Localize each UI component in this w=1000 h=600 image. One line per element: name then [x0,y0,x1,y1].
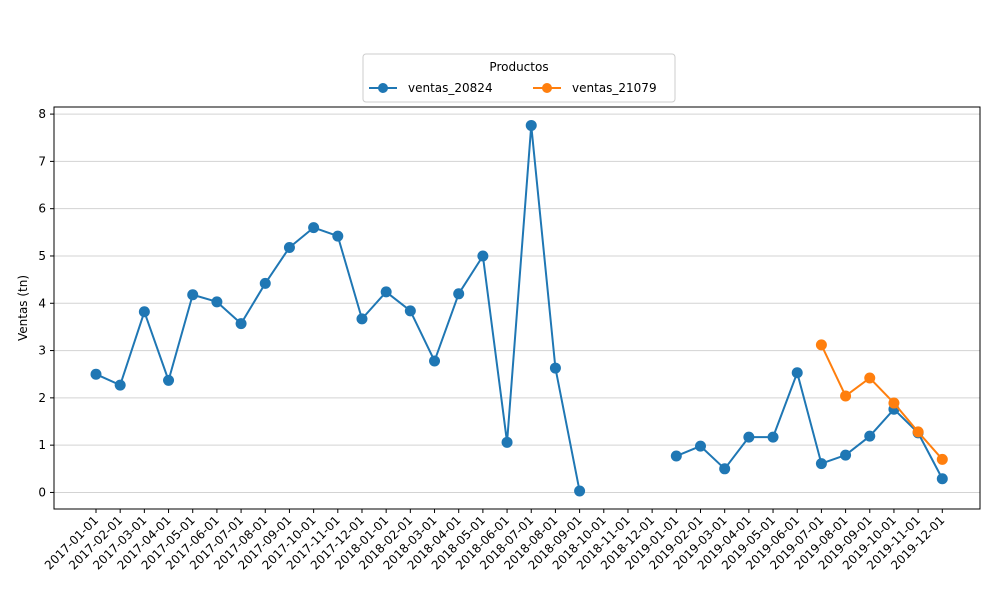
data-point-ventas-21079 [840,390,852,402]
data-point-ventas-20824 [549,362,561,374]
plot-area-frame [53,106,981,510]
data-point-ventas-21079 [815,339,827,351]
series-line-ventas-20824 [675,371,944,480]
data-point-ventas-20824 [719,463,731,475]
data-point-ventas-20824 [187,289,199,301]
y-tick-label: 2 [38,391,46,405]
data-point-ventas-20824 [695,440,706,452]
legend: Productos ventas_20824 ventas_21079 [362,53,676,103]
data-point-ventas-20824 [791,367,803,379]
data-point-ventas-20824 [380,286,392,298]
data-point-ventas-20824 [138,306,150,318]
y-tick-label: 4 [38,296,46,310]
data-point-ventas-20824 [356,313,368,325]
data-point-ventas-20824 [235,318,247,330]
data-point-ventas-20824 [308,222,320,234]
y-tick-label: 3 [38,344,46,358]
legend-marker-ventas-20824 [378,83,388,93]
data-point-ventas-20824 [283,241,295,253]
data-point-ventas-20824 [743,431,755,443]
data-point-ventas-20824 [90,368,102,380]
data-point-ventas-20824 [501,436,513,448]
legend-label-ventas-21079: ventas_21079 [572,81,657,95]
series-line-ventas-20824 [95,124,581,492]
y-tick-label: 6 [38,202,46,216]
data-point-ventas-20824 [477,250,489,262]
series-lines [90,119,948,497]
data-point-ventas-20824 [114,379,126,391]
y-tick-label: 5 [38,249,46,263]
data-point-ventas-20824 [670,450,682,462]
legend-title: Productos [489,60,548,74]
data-point-ventas-20824 [574,485,586,497]
x-axis: 2017-01-012017-02-012017-03-012017-04-01… [42,509,947,572]
y-axis: 0 1 2 3 4 5 6 7 8 [38,107,54,499]
data-point-ventas-20824 [525,119,537,131]
legend-label-ventas-20824: ventas_20824 [408,81,493,95]
legend-marker-ventas-21079 [542,83,552,93]
y-tick-label: 1 [38,438,46,452]
y-tick-label: 7 [38,154,46,168]
data-point-ventas-21079 [888,397,900,409]
data-point-ventas-21079 [864,372,876,384]
y-tick-label: 0 [38,485,46,499]
data-point-ventas-21079 [912,426,924,438]
data-point-ventas-20824 [259,277,271,289]
data-point-ventas-20824 [163,374,175,386]
data-point-ventas-20824 [815,458,827,470]
data-point-ventas-20824 [453,288,465,300]
data-point-ventas-20824 [211,296,223,308]
data-point-ventas-20824 [332,230,344,242]
data-point-ventas-21079 [936,453,948,465]
legend-box [362,53,676,103]
data-point-ventas-20824 [936,473,948,485]
data-point-ventas-20824 [864,430,876,442]
data-point-ventas-20824 [767,431,779,443]
data-point-ventas-20824 [429,355,441,367]
series-line-ventas-21079 [820,344,944,461]
y-axis-label: Ventas (tn) [16,275,30,341]
data-point-ventas-20824 [840,449,852,461]
data-point-ventas-20824 [404,305,416,317]
y-tick-label: 8 [38,107,46,121]
